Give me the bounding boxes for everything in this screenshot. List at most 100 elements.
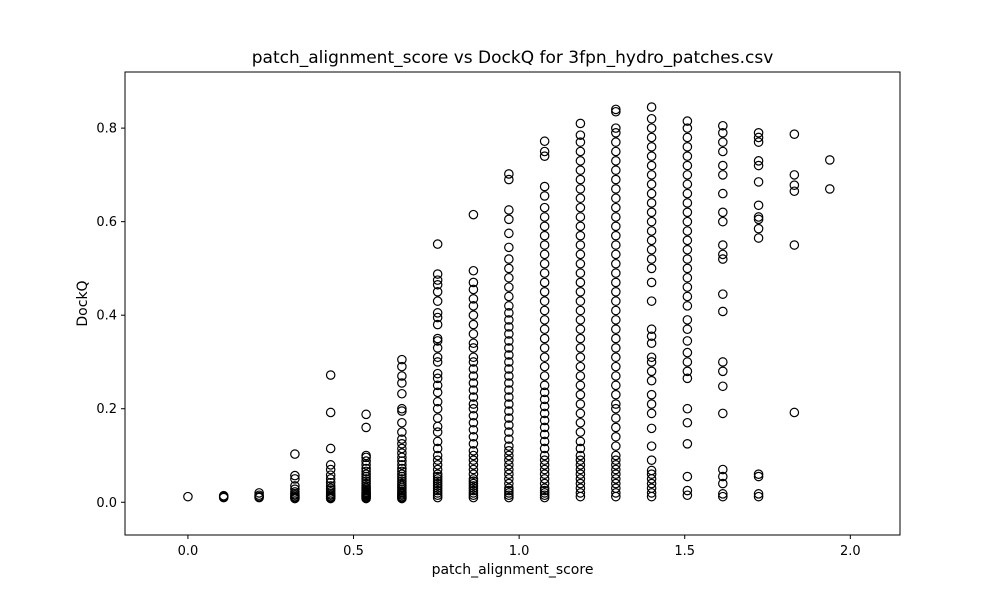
data-point (789, 129, 800, 139)
data-point (432, 403, 443, 414)
data-point (575, 315, 586, 325)
data-point (611, 474, 621, 484)
data-point (611, 240, 621, 250)
data-point (611, 296, 621, 306)
data-point (539, 443, 550, 454)
data-point (753, 156, 764, 166)
data-point (575, 249, 586, 260)
data-point (254, 488, 264, 498)
data-point (290, 481, 300, 491)
x-tick-label: 2.0 (840, 544, 861, 559)
data-point (397, 438, 407, 449)
x-axis-ticks: 0.0 0.5 1.0 1.5 2.0 (178, 535, 861, 559)
data-point (682, 116, 693, 126)
data-point (611, 193, 621, 204)
data-point (504, 427, 514, 437)
data-point (539, 296, 550, 306)
data-point (718, 216, 728, 227)
data-point (504, 464, 514, 475)
data-point (468, 481, 479, 491)
data-point (468, 438, 479, 449)
data-point (183, 491, 193, 502)
data-point (432, 490, 443, 501)
data-point (682, 263, 693, 274)
data-point (646, 207, 657, 218)
data-point (432, 357, 443, 367)
data-point (539, 492, 550, 503)
data-point (718, 146, 728, 157)
data-point (718, 170, 728, 180)
data-point (646, 170, 657, 180)
data-point (575, 305, 586, 316)
data-point (432, 436, 443, 447)
data-point (432, 471, 443, 482)
data-point (539, 333, 550, 344)
data-point (682, 471, 693, 482)
data-point (504, 460, 514, 470)
data-point (646, 132, 657, 143)
data-point (575, 478, 586, 489)
data-point (539, 485, 550, 496)
data-point (397, 427, 407, 437)
data-point (682, 438, 693, 449)
data-point (682, 132, 693, 143)
data-point (539, 478, 550, 489)
data-point (611, 469, 621, 479)
data-point (682, 403, 693, 414)
data-point (432, 476, 443, 487)
data-point (432, 413, 443, 423)
data-point (468, 485, 479, 496)
data-point (611, 258, 621, 269)
data-point (468, 294, 479, 304)
data-point (468, 277, 479, 288)
y-axis-label: DockQ (75, 280, 91, 326)
data-point (718, 254, 728, 264)
data-point (290, 449, 300, 459)
data-point (753, 223, 764, 234)
data-point (646, 465, 657, 476)
data-point (539, 387, 550, 398)
data-point (611, 488, 621, 498)
data-point (611, 389, 621, 400)
data-point (753, 128, 764, 138)
data-point (325, 474, 336, 484)
data-point (682, 301, 693, 311)
data-point (504, 174, 514, 185)
data-point (539, 240, 550, 250)
data-point (504, 455, 514, 465)
data-point (432, 464, 443, 475)
data-point (646, 263, 657, 274)
data-point (682, 315, 693, 325)
data-point (504, 350, 514, 360)
data-point (432, 287, 443, 297)
data-point (539, 408, 550, 419)
x-tick-label: 0.0 (178, 544, 199, 559)
data-point (504, 371, 514, 381)
data-point (432, 269, 443, 279)
data-point (611, 413, 621, 423)
data-point (718, 464, 728, 475)
data-point (468, 352, 479, 363)
data-point (682, 272, 693, 283)
data-point (539, 371, 550, 381)
data-point (397, 466, 407, 477)
data-point (611, 221, 621, 232)
data-point (539, 212, 550, 222)
data-point (646, 408, 657, 419)
data-point (611, 202, 621, 213)
data-point (611, 460, 621, 470)
data-point (468, 378, 479, 388)
data-point (397, 434, 407, 444)
data-point (682, 373, 693, 384)
data-point (646, 324, 657, 335)
data-point (682, 485, 693, 496)
data-point (611, 128, 621, 138)
data-point (789, 170, 800, 180)
data-point (468, 357, 479, 367)
data-point (468, 410, 479, 421)
data-point (682, 151, 693, 161)
data-point (468, 329, 479, 339)
data-point (789, 407, 800, 418)
data-point (539, 202, 550, 213)
